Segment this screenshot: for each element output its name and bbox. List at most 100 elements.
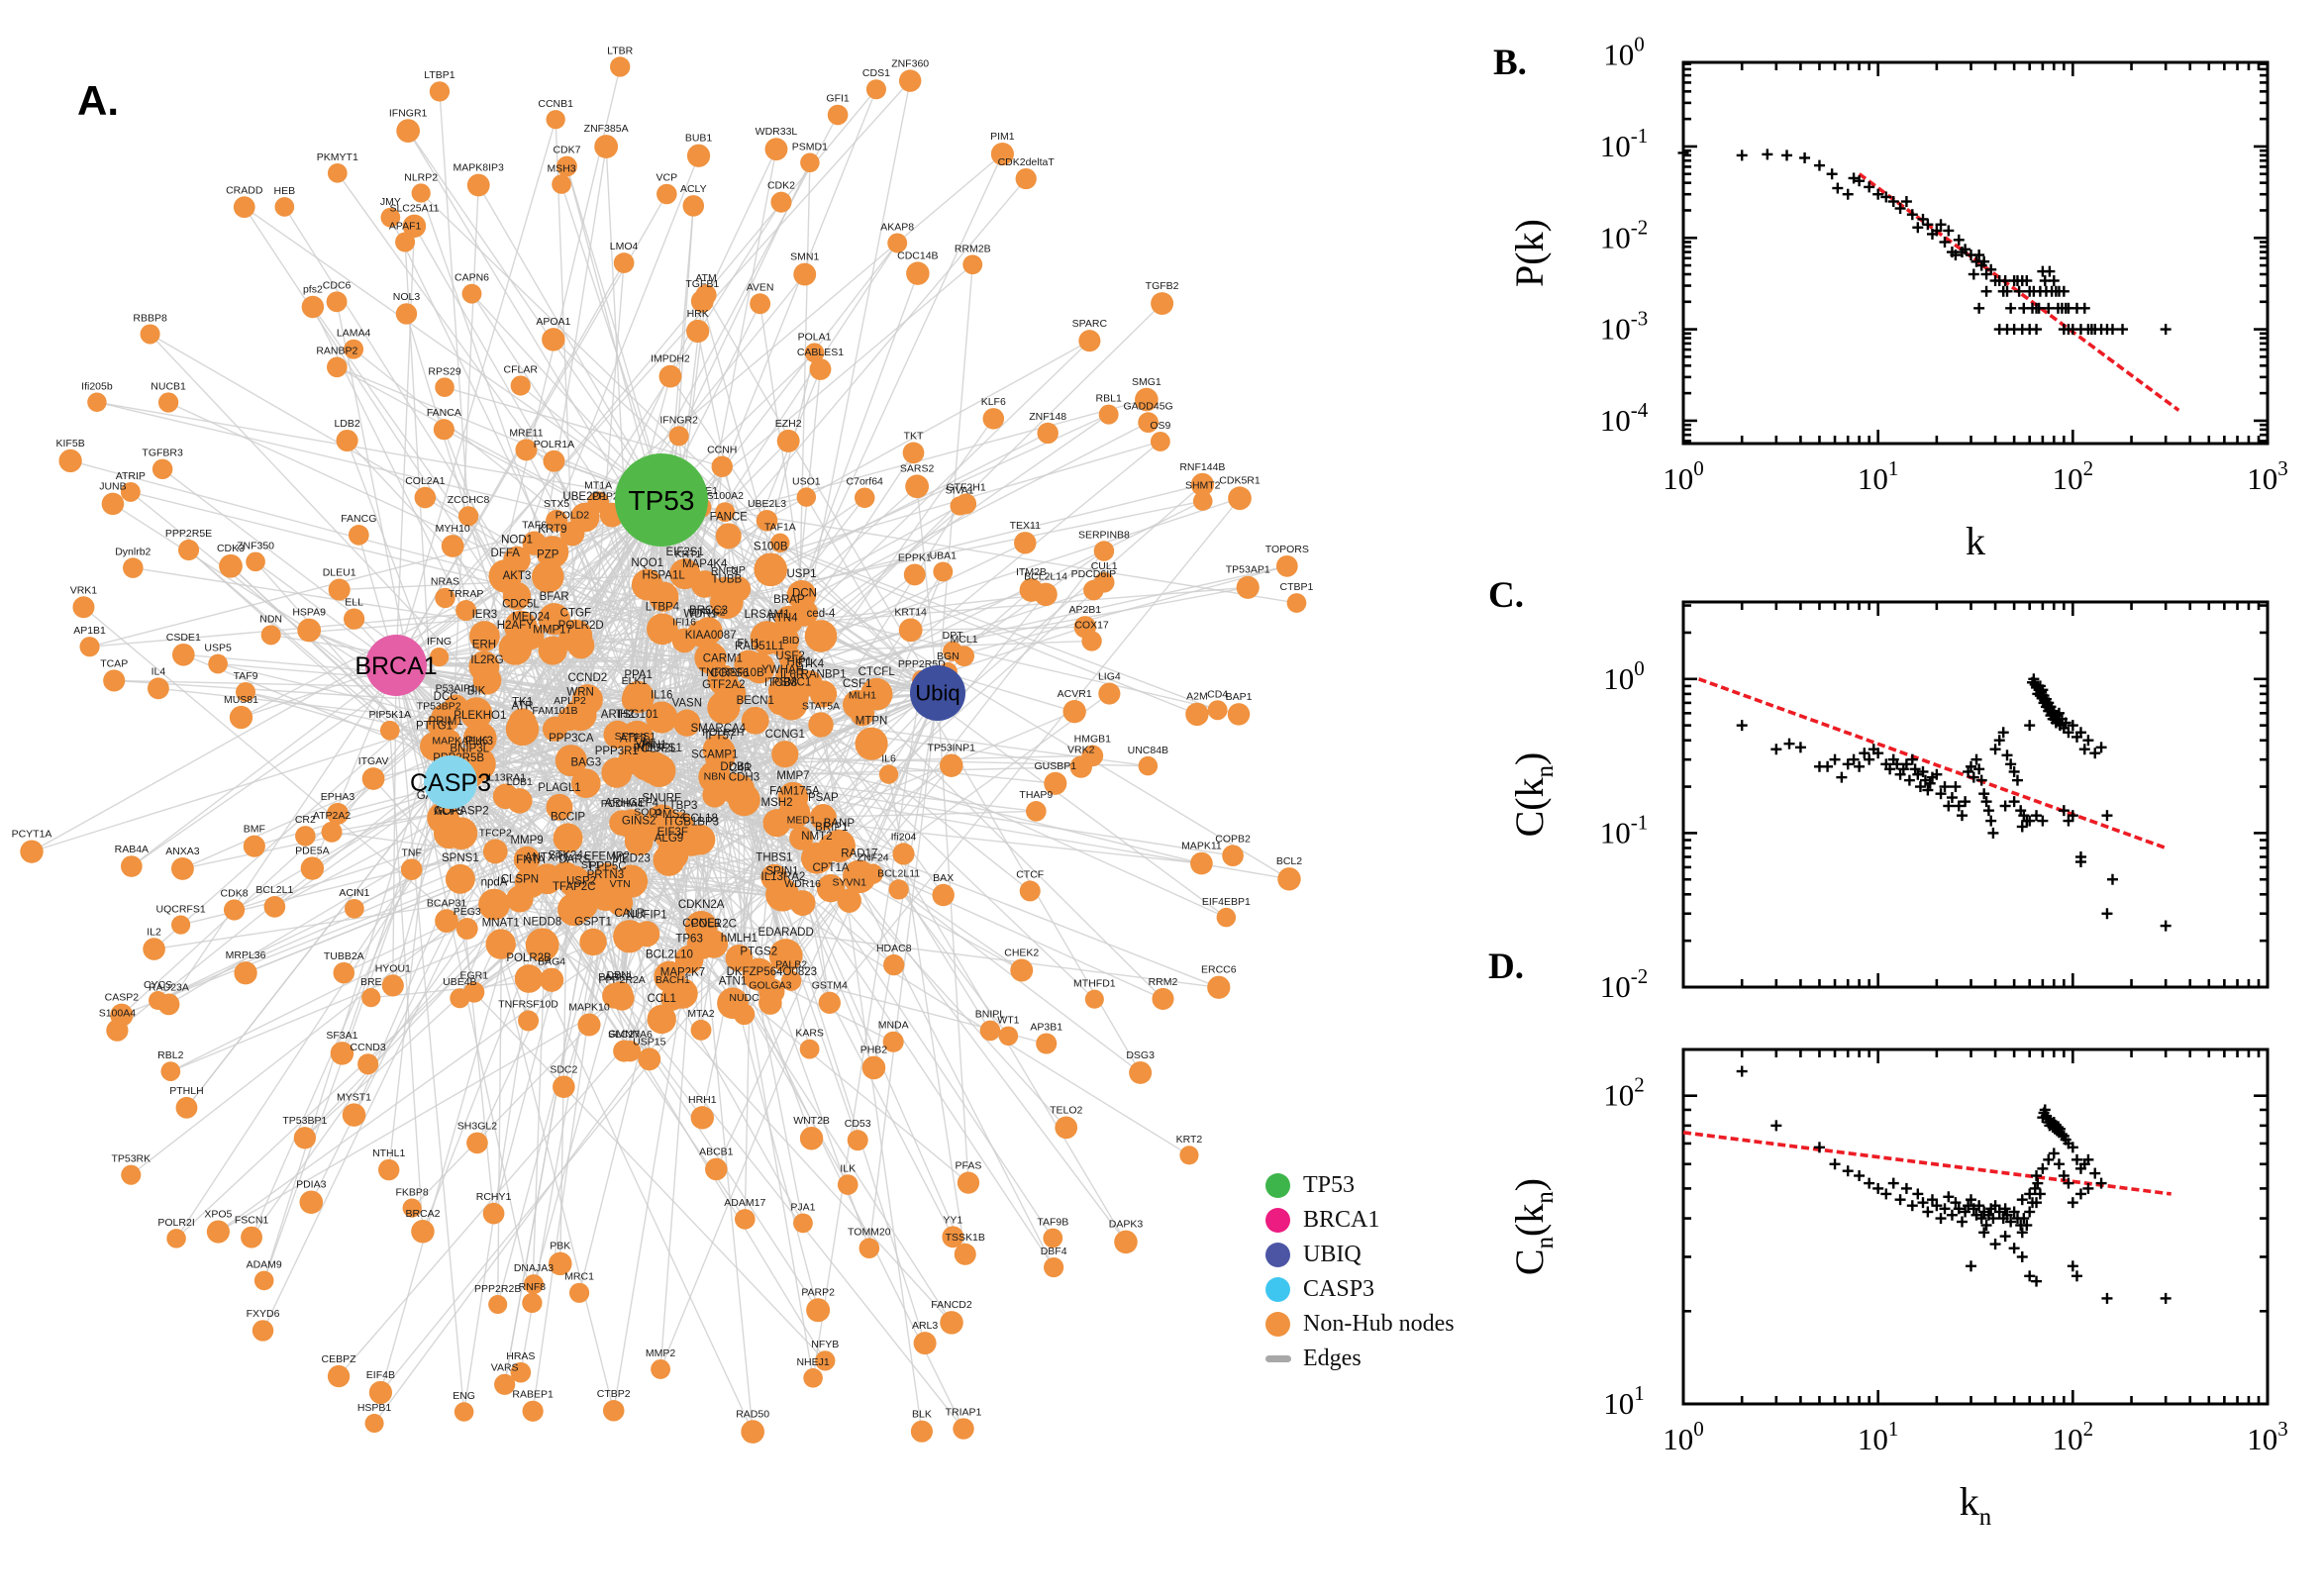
gene-node: [744, 651, 775, 684]
gene-node: [478, 888, 510, 921]
gene-label: VASN: [672, 698, 702, 710]
gene-node: [647, 613, 678, 646]
legend-label-brca1: BRCA1: [1303, 1207, 1380, 1233]
gene-node: [219, 553, 243, 578]
gene-label: TP63: [675, 934, 703, 946]
gene-node: [485, 929, 516, 959]
tick-label: 103: [2247, 456, 2288, 496]
gene-label: DCC: [434, 691, 458, 703]
gene-label: HSPA9: [292, 607, 326, 619]
gene-node: [435, 909, 458, 933]
gene-label: TGFB1: [685, 278, 719, 290]
gene-node: [1093, 541, 1115, 561]
gene-label: MRC1: [564, 1271, 594, 1283]
gene-label: LTBP4: [646, 601, 680, 613]
gene-label: CYCS: [144, 979, 172, 991]
axis-ticks: [1681, 602, 2270, 989]
gene-label: EDARADD: [758, 927, 814, 939]
gene-label: ZNF148: [1029, 411, 1066, 423]
gene-label: MRE11: [509, 427, 543, 439]
gene-label: PTHLH: [169, 1085, 203, 1097]
gene-label: MTPN: [856, 716, 888, 728]
gene-label: NBN: [704, 771, 726, 783]
gene-node: [695, 284, 717, 306]
gene-node: [862, 863, 883, 884]
gene-node: [1055, 1116, 1078, 1140]
gene-label: CRADD: [226, 184, 263, 196]
gene-label: DBNL: [607, 969, 635, 981]
gene-label: TSG101: [616, 709, 658, 721]
gene-label: APAF1: [389, 220, 422, 232]
gene-node: [674, 945, 704, 974]
gene-label: BMF: [244, 824, 265, 836]
gene-node: [143, 938, 165, 960]
gene-label: HYOU1: [375, 962, 411, 974]
gene-node: [694, 642, 727, 674]
gene-label: JMY: [380, 196, 401, 208]
gene-label: RANBP1: [801, 668, 847, 680]
gene-node: [433, 419, 454, 441]
gene-label: MMP2: [646, 1347, 675, 1359]
gene-label: NEDD8: [523, 916, 561, 928]
gene-label: TSSK1B: [946, 1232, 985, 1244]
gene-node: [454, 1402, 474, 1422]
gene-node: [333, 961, 355, 984]
gene-node: [123, 557, 144, 578]
gene-node: [577, 1013, 601, 1037]
gene-node: [1236, 575, 1260, 599]
gene-label: GTF2H1: [946, 481, 985, 493]
gene-label: EIF4B: [366, 1369, 395, 1381]
gene-label: SF3A1: [326, 1030, 357, 1042]
gene-node: [799, 1039, 820, 1059]
legend-item-ubiq: UBIQ: [1265, 1238, 1455, 1272]
gene-node: [229, 705, 253, 730]
gene-label: IL16: [651, 690, 672, 702]
gene-node: [87, 392, 107, 412]
gene-label: KRT2: [1176, 1134, 1203, 1146]
scatter-points: [1736, 673, 2172, 932]
gene-node: [515, 439, 538, 461]
gene-label: IFNGR2: [659, 414, 698, 426]
gene-node: [253, 1270, 274, 1291]
gene-node: [546, 110, 565, 130]
gene-label: TK1: [512, 696, 533, 708]
gene-node: [455, 600, 477, 621]
gene-node: [1190, 851, 1213, 875]
gene-label: KARS: [795, 1028, 824, 1040]
gene-node: [741, 706, 769, 735]
gene-label: MED24: [512, 612, 551, 624]
gene-label: TAF6: [522, 519, 547, 531]
hub-brca1: [365, 635, 427, 696]
gene-node: [962, 254, 983, 275]
gene-label: RABEP1: [512, 1389, 554, 1401]
gene-node: [809, 804, 837, 831]
gene-label: GADD45G: [1124, 400, 1173, 412]
hub-ubiq: [910, 665, 965, 721]
gene-label: GFI1: [826, 93, 849, 105]
gene-node: [411, 1219, 435, 1244]
gene-node: [1043, 1228, 1063, 1248]
gene-node: [1129, 1060, 1153, 1084]
gene-label: PSMC1: [772, 677, 812, 689]
gene-label: PTTG1: [416, 720, 453, 732]
gene-node: [957, 1171, 980, 1194]
gene-node: [514, 964, 544, 993]
gene-label: DSG3: [1126, 1049, 1155, 1061]
gene-label: LIG4: [1098, 671, 1121, 683]
gene-label: HDAC8: [876, 943, 912, 954]
gene-label: UNC84B: [1128, 745, 1168, 756]
gene-label: TUBB: [711, 573, 742, 585]
gene-node: [1216, 907, 1237, 928]
gene-label: BRCC3: [689, 605, 728, 617]
gene-label: FANCD2: [931, 1299, 972, 1311]
gene-label: FANCE: [710, 511, 749, 523]
gene-node: [770, 533, 790, 553]
gene-label: DLEU1: [323, 566, 356, 578]
gene-node: [725, 576, 752, 602]
gene-label: FXYD6: [247, 1308, 280, 1320]
gene-label: GSPT1: [574, 917, 612, 929]
gene-label: C7orf64: [847, 476, 884, 488]
axis-title: kn: [1960, 1479, 1992, 1531]
gene-node: [809, 358, 832, 380]
gene-label: CDK8: [221, 887, 249, 899]
